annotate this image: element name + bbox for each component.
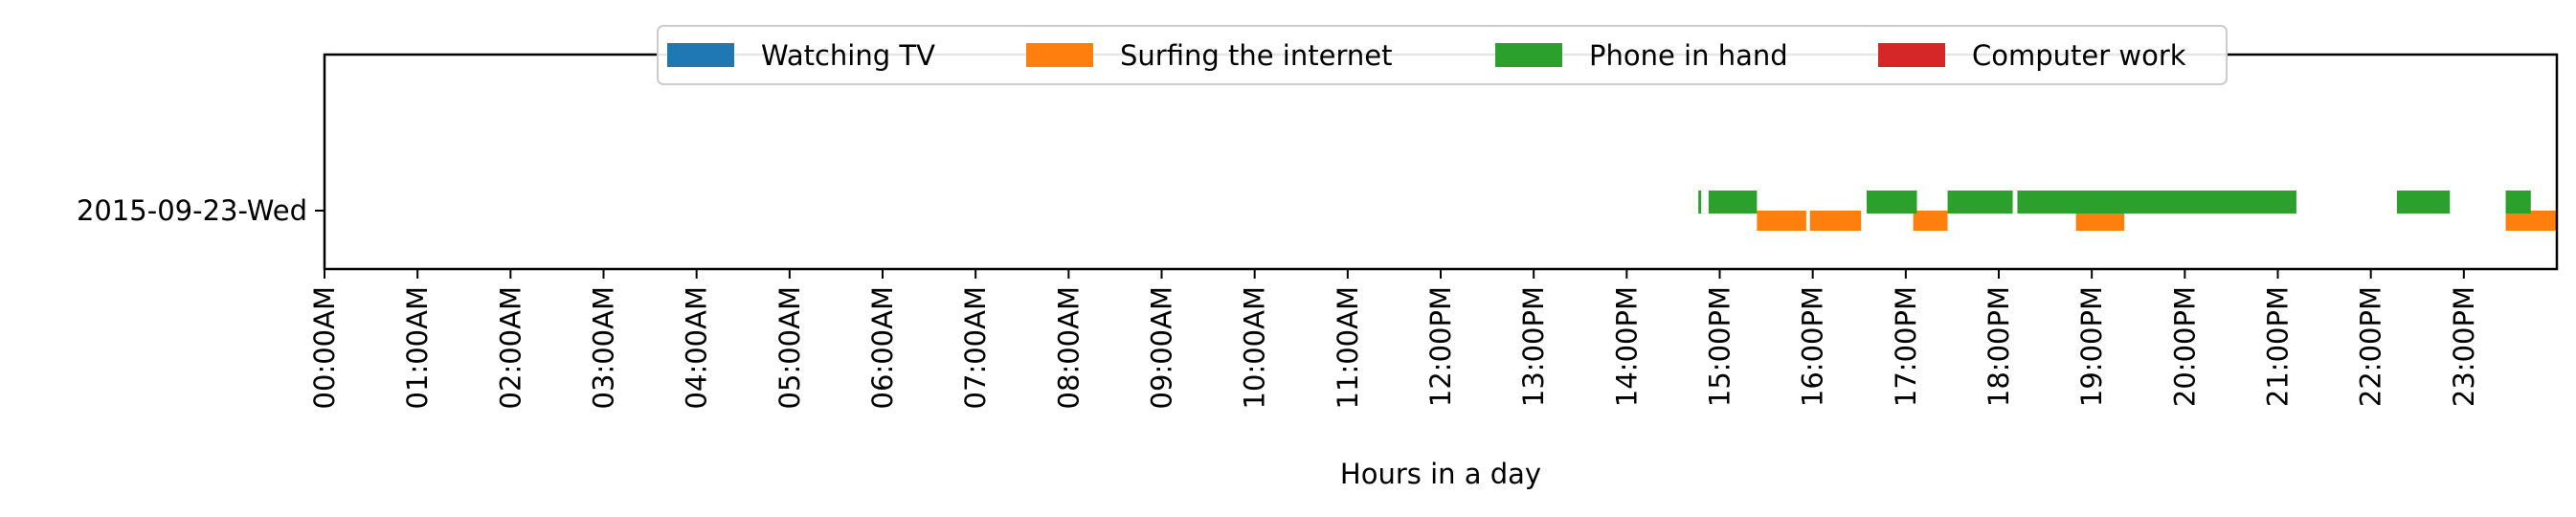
x-tick-label: 16:00PM (1797, 286, 1829, 407)
activity-bar (1867, 191, 1917, 214)
x-tick-label: 17:00PM (1890, 286, 1922, 407)
x-tick-label: 23:00PM (2448, 286, 2480, 407)
x-tick-label: 08:00AM (1052, 286, 1085, 409)
x-axis: 00:00AM 01:00AM 02:00AM 03:00AM 04:00AM 05:00… (308, 269, 2480, 409)
x-tick-label: 20:00PM (2168, 286, 2201, 407)
x-tick-label: 11:00AM (1332, 286, 1364, 409)
activity-bar (1757, 211, 1806, 231)
y-tick-label: 2015-09-23-Wed (77, 194, 307, 227)
activity-bar (1698, 191, 1702, 214)
x-axis-label: Hours in a day (1340, 458, 1541, 490)
plot-frame (323, 53, 2559, 271)
x-tick-label: 03:00AM (588, 286, 620, 409)
legend-swatch (1495, 43, 1562, 67)
x-tick-label: 07:00AM (959, 286, 992, 409)
legend-label: Computer work (1972, 39, 2186, 72)
activity-bar (2505, 191, 2531, 214)
legend-swatch (667, 43, 734, 67)
legend-swatch (1878, 43, 1945, 67)
activity-bar (2396, 191, 2451, 214)
x-tick-label: 22:00PM (2355, 286, 2387, 407)
x-tick-label: 05:00AM (773, 286, 806, 409)
legend-swatch (1026, 43, 1093, 67)
x-tick-label: 09:00AM (1146, 286, 1178, 409)
x-tick-label: 21:00PM (2262, 286, 2295, 407)
activity-bar (1708, 191, 1758, 214)
legend-frame (657, 25, 2228, 85)
activity-bar (1809, 211, 1862, 231)
x-tick-label: 12:00PM (1424, 286, 1457, 407)
activity-bar (2017, 191, 2296, 214)
x-tick-label: 06:00AM (866, 286, 899, 409)
x-tick-label: 10:00AM (1239, 286, 1271, 409)
x-tick-label: 13:00PM (1517, 286, 1550, 407)
activity-bar (1913, 211, 1948, 231)
legend-label: Watching TV (761, 39, 935, 72)
legend-label: Phone in hand (1589, 39, 1788, 72)
x-tick-label: 00:00AM (308, 286, 341, 409)
activity-bar (1947, 191, 2013, 214)
legend-label: Surfing the internet (1120, 39, 1392, 72)
x-tick-label: 18:00PM (1982, 286, 2015, 407)
activity-bars (1698, 191, 2557, 231)
x-tick-label: 01:00AM (401, 286, 434, 409)
y-axis: 2015-09-23-Wed (77, 194, 325, 227)
activity-bar (2075, 211, 2125, 231)
x-tick-label: 04:00AM (681, 286, 713, 409)
x-tick-label: 14:00PM (1610, 286, 1643, 407)
activity-bar (2505, 211, 2557, 231)
x-tick-label: 02:00AM (494, 286, 526, 409)
x-tick-label: 15:00PM (1704, 286, 1736, 407)
legend: Watching TV Surfing the internet Phone in … (657, 25, 2228, 85)
x-tick-label: 19:00PM (2075, 286, 2108, 407)
